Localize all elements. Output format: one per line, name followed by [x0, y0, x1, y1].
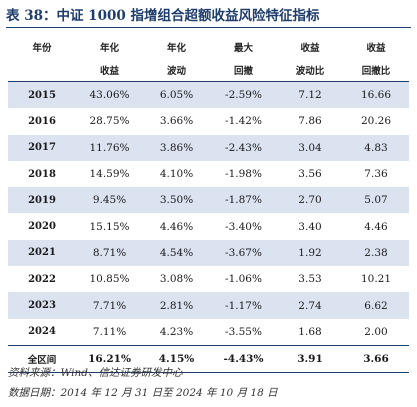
- ret-dd-cell: 2.38: [343, 239, 409, 267]
- ret-dd-cell: 20.26: [360, 115, 392, 128]
- table-row: 2018 14.59% 4.10% -1.98% 3.56 7.36: [8, 161, 409, 187]
- table-row: 2024 7.11% 4.23% -3.55% 1.68 2.00: [8, 319, 409, 346]
- ann-return-cell: 9.45%: [76, 187, 143, 214]
- date-note: 数据日期：2014 年 12 月 31 日至 2024 年 10 月 18 日: [8, 387, 278, 399]
- max-dd-cell: -1.42%: [225, 115, 262, 128]
- max-dd-cell: -2.43%: [210, 134, 277, 161]
- year-cell: 2019: [8, 187, 76, 214]
- year-cell: 2023: [8, 292, 76, 319]
- ret-vol-cell: 1.68: [298, 325, 322, 338]
- ann-vol-cell: 6.05%: [143, 81, 210, 109]
- max-dd-cell: -3.40%: [225, 220, 262, 233]
- source-note: 资料来源：Wind、信达证券研发中心: [8, 367, 183, 379]
- ret-dd-cell: 5.07: [343, 187, 409, 214]
- header-ret-dd-1: 收益: [366, 43, 386, 54]
- year-cell: 2016: [28, 115, 56, 127]
- header-year: 年份: [32, 43, 52, 54]
- header-ann-vol-2: 波动: [166, 66, 186, 77]
- header-ann-return-2: 收益: [99, 66, 119, 77]
- ann-vol-cell: 2.81%: [143, 292, 210, 319]
- year-cell: 2015: [8, 81, 76, 109]
- ret-dd-cell: 10.21: [360, 273, 392, 286]
- risk-metrics-table: 年份 年化 年化 最大 收益 收益 收益 波动 回撤 波动比 回撤比 2015 4…: [8, 31, 409, 373]
- header-ret-vol-1: 收益: [300, 43, 320, 54]
- header-ann-vol-1: 年化: [166, 43, 186, 54]
- ann-return-cell: 7.71%: [76, 292, 143, 319]
- ret-vol-cell: 3.53: [298, 273, 322, 286]
- ret-vol-cell: 3.04: [277, 134, 343, 161]
- header-year-2: [8, 59, 76, 82]
- ret-vol-cell: 3.56: [298, 168, 322, 181]
- max-dd-cell: -1.17%: [210, 292, 277, 319]
- max-dd-cell: -1.06%: [225, 273, 262, 286]
- year-cell: 2021: [8, 239, 76, 267]
- max-dd-cell: -1.87%: [210, 187, 277, 214]
- total-ret-vol: 3.91: [277, 344, 343, 373]
- ann-vol-cell: 4.23%: [159, 325, 194, 338]
- ann-vol-cell: 4.10%: [159, 168, 194, 181]
- total-row: 全区间 16.21% 4.15% -4.43% 3.91 3.66: [8, 344, 409, 373]
- header-ret-dd-2: 回撤比: [361, 66, 391, 77]
- ret-dd-cell: 7.36: [364, 168, 388, 181]
- header-max-dd-2: 回撤: [233, 66, 253, 77]
- ret-dd-cell: 16.66: [343, 81, 409, 109]
- year-cell: 2022: [28, 273, 56, 285]
- year-cell: 2024: [28, 326, 56, 338]
- ann-vol-cell: 3.08%: [159, 273, 194, 286]
- total-max-dd: -4.43%: [210, 344, 277, 373]
- ann-vol-cell: 3.50%: [143, 187, 210, 214]
- title-divider: [6, 27, 411, 28]
- table-row: 2021 8.71% 4.54% -3.67% 1.92 2.38: [8, 239, 409, 267]
- header-max-dd-1: 最大: [233, 43, 253, 54]
- table-row: 2015 43.06% 6.05% -2.59% 7.12 16.66: [8, 81, 409, 109]
- ret-dd-cell: 4.46: [364, 220, 388, 233]
- ann-vol-cell: 3.86%: [143, 134, 210, 161]
- ann-return-cell: 43.06%: [76, 81, 143, 109]
- table-row: 2023 7.71% 2.81% -1.17% 2.74 6.62: [8, 292, 409, 319]
- ret-vol-cell: 3.40: [298, 220, 322, 233]
- ann-return-cell: 28.75%: [89, 115, 130, 128]
- table-row: 2016 28.75% 3.66% -1.42% 7.86 20.26: [8, 108, 409, 134]
- total-ann-return: 16.21%: [76, 344, 143, 373]
- header-row-2: 收益 波动 回撤 波动比 回撤比: [8, 59, 409, 82]
- max-dd-cell: -3.55%: [225, 325, 262, 338]
- ret-vol-cell: 7.12: [277, 81, 343, 109]
- ret-dd-cell: 6.62: [343, 292, 409, 319]
- header-row-1: 年份 年化 年化 最大 收益 收益: [8, 31, 409, 59]
- table-row: 2022 10.85% 3.08% -1.06% 3.53 10.21: [8, 266, 409, 292]
- max-dd-cell: -2.59%: [210, 81, 277, 109]
- table-row: 2019 9.45% 3.50% -1.87% 2.70 5.07: [8, 187, 409, 214]
- ret-vol-cell: 7.86: [298, 115, 322, 128]
- ann-return-cell: 11.76%: [76, 134, 143, 161]
- header-ret-vol-2: 波动比: [295, 66, 325, 77]
- ann-return-cell: 8.71%: [76, 239, 143, 267]
- total-label: 全区间: [8, 344, 76, 373]
- table-row: 2017 11.76% 3.86% -2.43% 3.04 4.83: [8, 134, 409, 161]
- ann-return-cell: 7.11%: [92, 325, 127, 338]
- ret-vol-cell: 2.70: [277, 187, 343, 214]
- ret-dd-cell: 2.00: [364, 325, 388, 338]
- ann-return-cell: 14.59%: [89, 168, 130, 181]
- total-ann-vol: 4.15%: [143, 344, 210, 373]
- table-row: 2020 15.15% 4.46% -3.40% 3.40 4.46: [8, 213, 409, 239]
- ann-vol-cell: 4.46%: [159, 220, 194, 233]
- ret-vol-cell: 2.74: [277, 292, 343, 319]
- ann-vol-cell: 4.54%: [143, 239, 210, 267]
- ann-return-cell: 10.85%: [89, 273, 130, 286]
- year-cell: 2020: [28, 221, 56, 233]
- max-dd-cell: -3.67%: [210, 239, 277, 267]
- ret-vol-cell: 1.92: [277, 239, 343, 267]
- year-cell: 2017: [8, 134, 76, 161]
- ret-dd-cell: 4.83: [343, 134, 409, 161]
- year-cell: 2018: [28, 168, 56, 180]
- ann-vol-cell: 3.66%: [159, 115, 194, 128]
- ann-return-cell: 15.15%: [89, 220, 130, 233]
- max-dd-cell: -1.98%: [225, 168, 262, 181]
- total-ret-dd: 3.66: [343, 344, 409, 373]
- table-body: 2015 43.06% 6.05% -2.59% 7.12 16.66 2016 28.75%…: [8, 81, 409, 346]
- table-title: 表 38：中证 1000 指增组合超额收益风险特征指标: [6, 8, 320, 24]
- header-ann-return-1: 年化: [99, 43, 119, 54]
